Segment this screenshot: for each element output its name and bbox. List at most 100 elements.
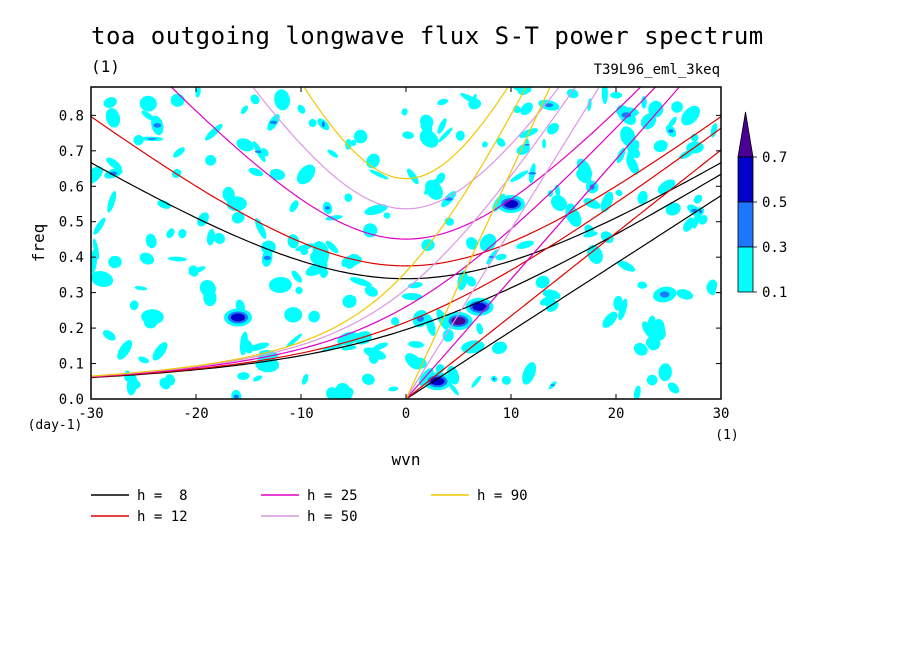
mixed-rossby-gravity-curve	[91, 87, 527, 377]
contour-patch	[476, 323, 484, 335]
contour-patch	[260, 148, 269, 157]
contour-patch	[660, 291, 670, 298]
x-tick-label: -30	[78, 406, 103, 422]
contour-patch	[401, 108, 408, 116]
contour-patch	[363, 347, 387, 360]
contour-patch	[425, 179, 443, 200]
mixed-rossby-gravity-curve	[91, 87, 577, 377]
contour-patch	[501, 375, 511, 385]
contour-patch	[138, 356, 149, 364]
contour-patch	[369, 169, 389, 180]
colorbar-arrow	[737, 111, 754, 158]
contour-patch	[286, 333, 303, 348]
chart-unit-label: (1)	[91, 57, 120, 76]
kelvin-curve	[405, 149, 721, 399]
contour-patch	[402, 131, 414, 139]
y-tick-label: 0.2	[59, 321, 84, 337]
inertia-gravity-curve	[91, 116, 721, 267]
contour-patch	[651, 325, 666, 341]
contour-patch	[633, 385, 641, 399]
contour-patch	[401, 292, 423, 301]
contour-patch	[698, 214, 708, 225]
contour-patch	[308, 118, 317, 128]
contour-patch	[233, 394, 239, 399]
contour-patch	[213, 232, 226, 244]
contour-patch	[236, 138, 254, 152]
contour-patch	[284, 307, 303, 323]
contour-patch	[390, 317, 400, 326]
colorbar-label: 0.1	[762, 285, 787, 301]
inertia-gravity-curve	[303, 87, 509, 180]
contour-patch	[522, 362, 537, 385]
contour-patch	[583, 231, 598, 238]
contour-patch	[296, 164, 316, 185]
y-tick-label: 0.4	[59, 250, 84, 266]
contour-patch	[448, 382, 459, 396]
contour-patch	[147, 137, 157, 140]
contour-patch	[274, 89, 290, 111]
contour-patch	[289, 200, 299, 213]
contour-patch	[310, 250, 328, 266]
contour-patch	[103, 97, 117, 108]
inertia-gravity-curve	[170, 87, 642, 240]
x-tick-label: 30	[713, 406, 730, 422]
contour-patch	[406, 168, 419, 185]
contour-patch	[435, 172, 446, 184]
dispersion-curves	[91, 87, 721, 399]
contour-patch	[237, 372, 250, 380]
contour-patch	[106, 157, 122, 170]
contour-patch	[425, 314, 436, 336]
contour-patch	[600, 231, 614, 244]
contour-patch	[353, 129, 368, 144]
y-tick-label: 0.6	[59, 179, 84, 195]
contour-patch	[479, 233, 497, 252]
contour-feature	[472, 302, 487, 311]
contour-patch	[128, 379, 141, 389]
y-tick-label: 0.1	[59, 357, 84, 373]
colorbar-swatch	[737, 246, 754, 293]
contour-patch	[699, 209, 702, 214]
contour-patch	[157, 200, 171, 209]
contour-patch	[667, 382, 680, 394]
contour-patch	[668, 129, 674, 133]
contour-patch	[302, 373, 309, 385]
contour-patch	[496, 137, 506, 147]
contour-patch	[388, 386, 399, 392]
contour-patch	[91, 271, 114, 287]
contour-patch	[524, 144, 530, 146]
x-tick-label: -10	[288, 406, 313, 422]
y-unit-label: (day-1)	[28, 418, 83, 433]
x-axis-title: wvn	[392, 450, 421, 469]
contour-patch	[325, 206, 330, 210]
contour-patch	[248, 167, 264, 177]
contour-patch	[92, 238, 100, 260]
colorbar-label: 0.5	[762, 195, 787, 211]
contour-patch	[107, 190, 117, 213]
contour-patch	[520, 102, 533, 116]
contour-feature	[430, 377, 445, 386]
contour-patch	[204, 123, 223, 141]
power-contours	[91, 87, 718, 399]
contour-patch	[460, 93, 481, 106]
contour-patch	[129, 300, 139, 311]
contour-patch	[550, 384, 555, 386]
contour-patch	[231, 211, 245, 224]
y-tick-label: 0.7	[59, 144, 84, 160]
contour-feature	[504, 200, 518, 208]
contour-patch	[681, 105, 700, 126]
contour-patch	[466, 276, 476, 287]
contour-patch	[364, 204, 388, 216]
contour-patch	[139, 95, 157, 112]
contour-patch	[626, 155, 639, 175]
contour-patch	[206, 229, 215, 246]
contour-patch	[188, 265, 199, 277]
contour-patch	[372, 342, 389, 351]
contour-patch	[91, 249, 97, 274]
contour-patch	[349, 277, 372, 287]
contour-patch	[601, 87, 608, 105]
contour-patch	[91, 166, 103, 185]
contour-patch	[544, 103, 554, 107]
contour-patch	[653, 139, 668, 153]
contour-patch	[437, 98, 449, 106]
contour-patch	[657, 179, 676, 195]
